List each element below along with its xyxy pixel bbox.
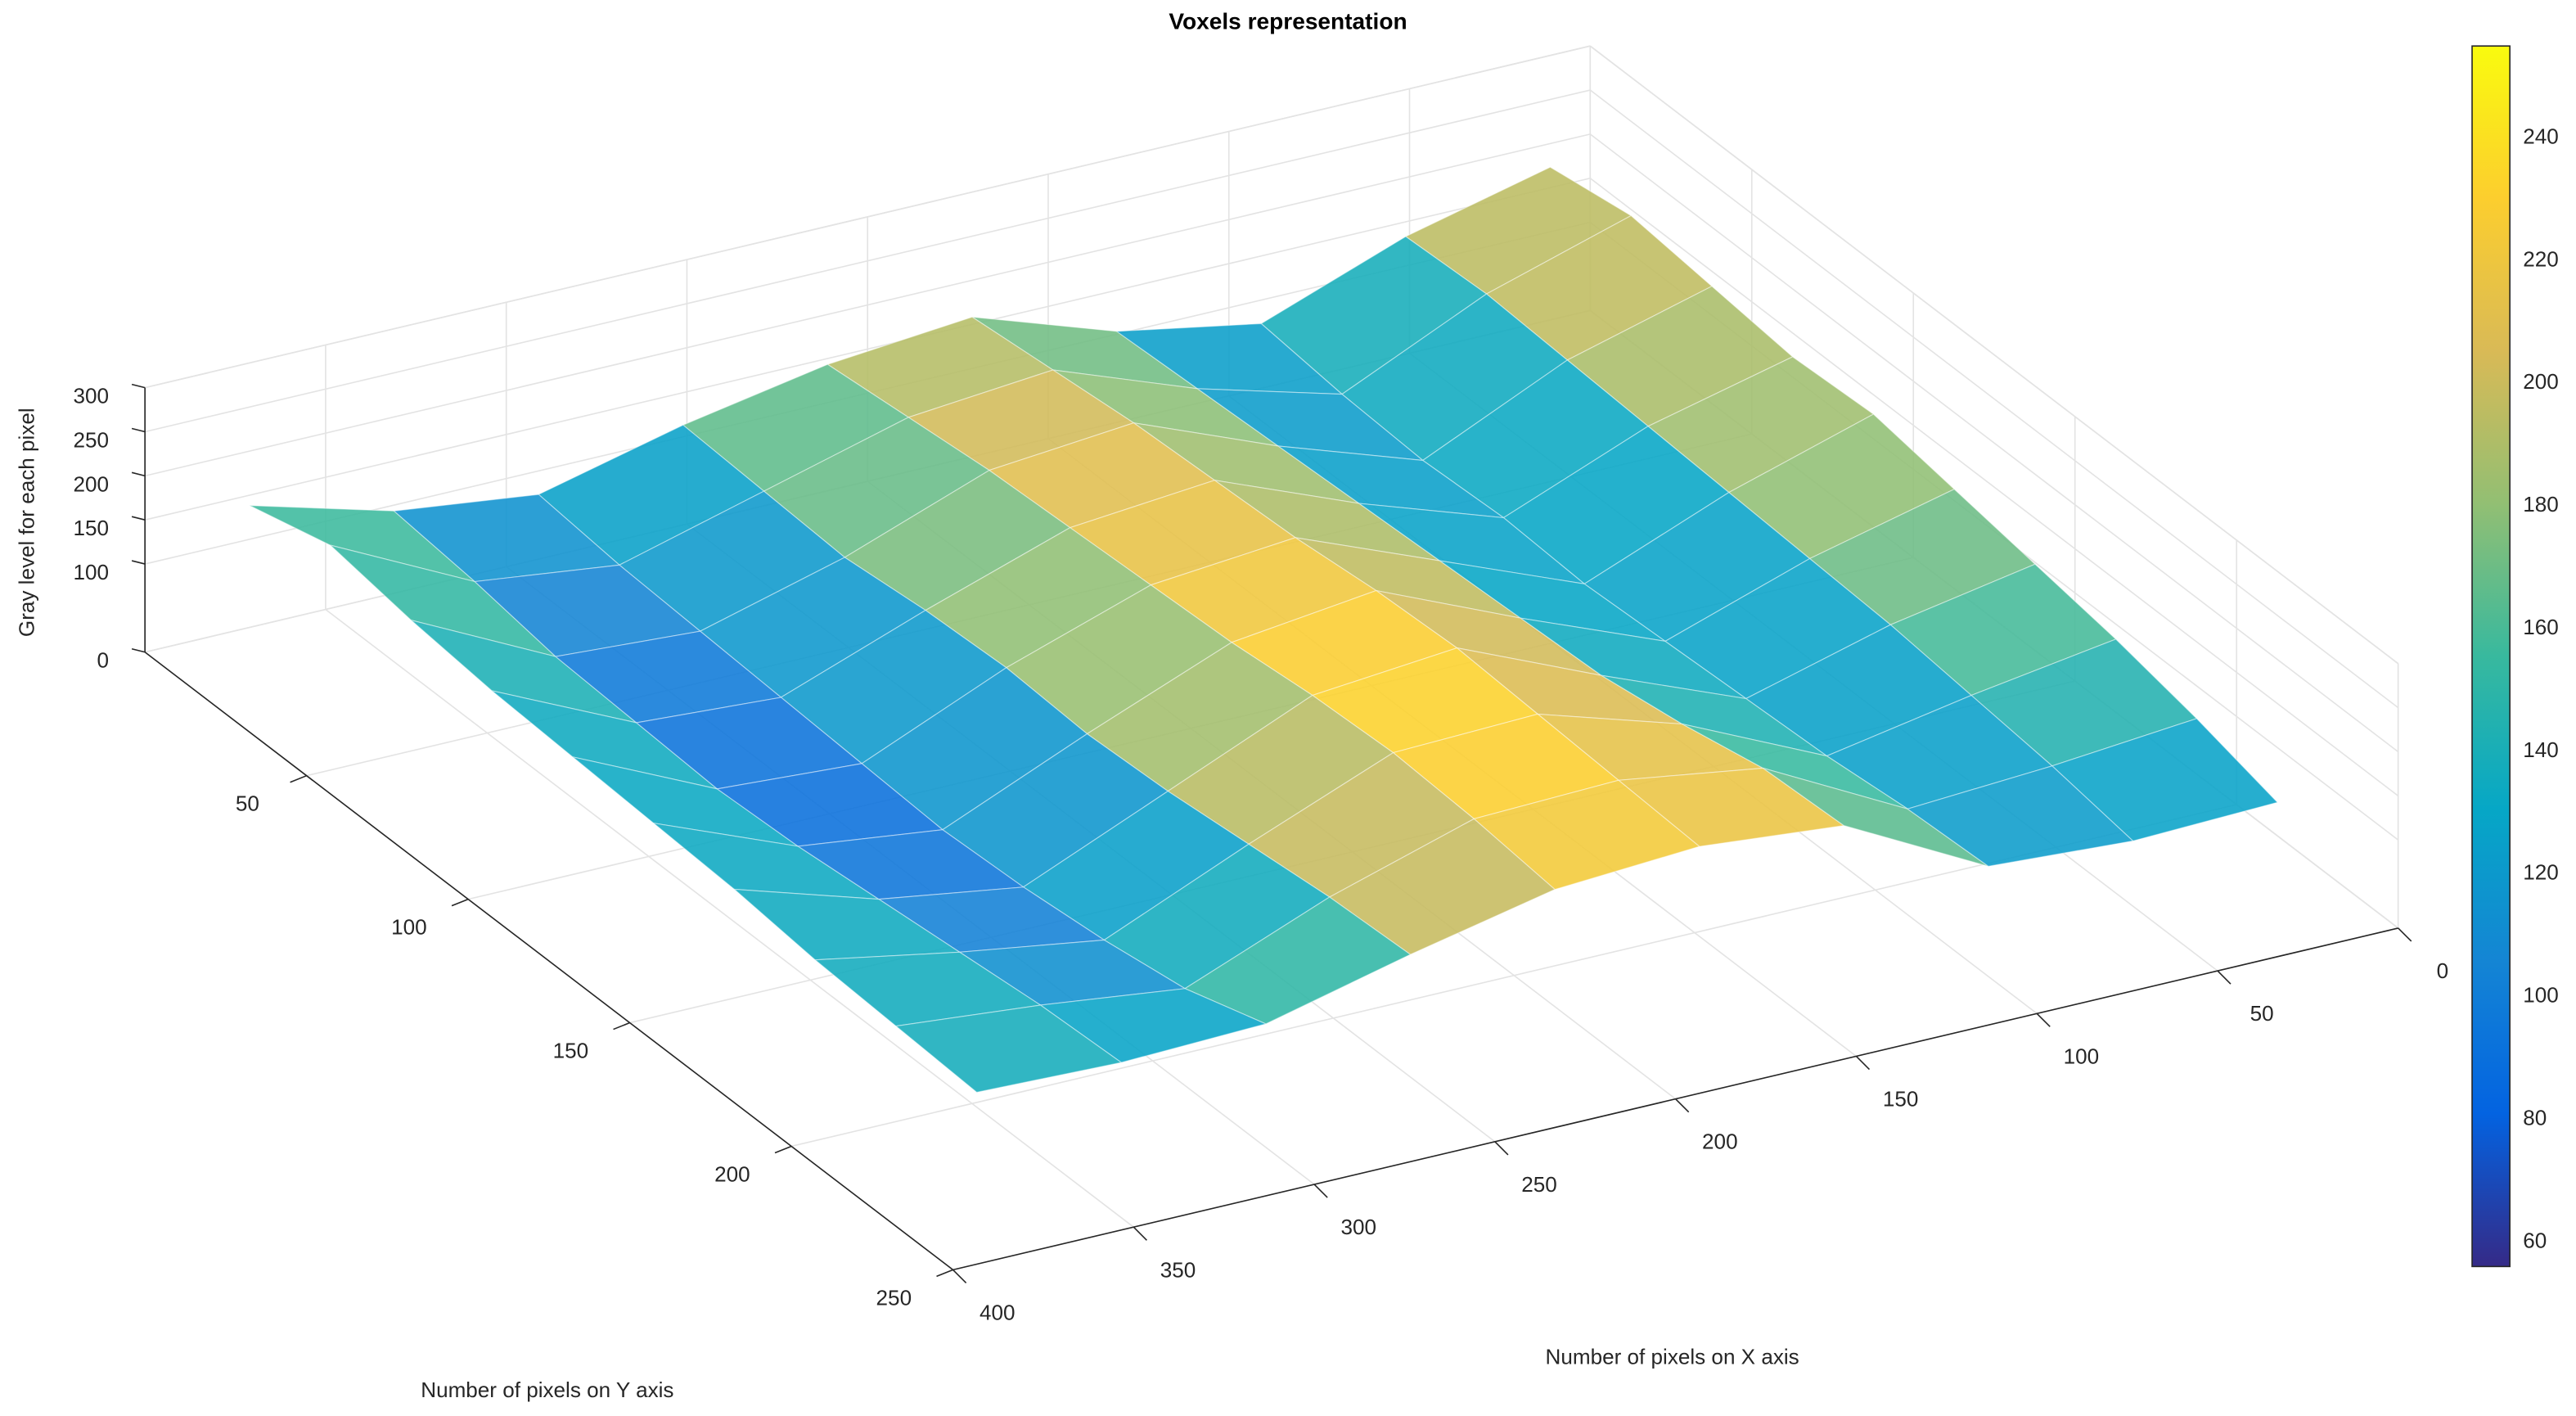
y-tick-label: 150 xyxy=(553,1039,589,1063)
chart-title: Voxels representation xyxy=(1169,9,1407,34)
x-tick xyxy=(1133,1226,1147,1241)
z-tick-label: 250 xyxy=(73,427,109,452)
colorbar-tick-label: 100 xyxy=(2523,983,2559,1008)
x-tick xyxy=(1494,1141,1509,1156)
y-axis-label: Number of pixels on Y axis xyxy=(421,1378,673,1402)
z-tick xyxy=(131,383,146,389)
grid-line xyxy=(1589,178,2399,797)
colorbar-tick-label: 140 xyxy=(2523,737,2559,762)
mesh-cell xyxy=(1906,765,2134,868)
x-tick-label: 400 xyxy=(980,1300,1016,1324)
x-tick-label: 50 xyxy=(2250,1001,2274,1026)
x-axis-label: Number of pixels on X axis xyxy=(1546,1345,1799,1369)
y-tick xyxy=(290,774,307,783)
colorbar-tick-label: 80 xyxy=(2523,1105,2547,1130)
x-tick-label: 300 xyxy=(1341,1215,1377,1239)
colorbar-tick-label: 160 xyxy=(2523,615,2559,639)
x-tick xyxy=(1675,1098,1690,1113)
colorbar-tick-label: 120 xyxy=(2523,860,2559,885)
colorbar-tick-label: 240 xyxy=(2523,124,2559,148)
x-tick-label: 250 xyxy=(1521,1172,1557,1197)
z-tick xyxy=(131,516,146,521)
x-tick-label: 100 xyxy=(2064,1044,2100,1068)
y-tick-label: 50 xyxy=(236,791,259,816)
x-tick xyxy=(2398,927,2412,942)
x-tick xyxy=(1313,1184,1328,1198)
z-tick-label: 100 xyxy=(73,560,109,584)
z-tick xyxy=(131,471,146,477)
y-tick-label: 200 xyxy=(714,1161,750,1186)
grid-line xyxy=(144,89,1591,433)
x-tick-label: 200 xyxy=(1702,1130,1738,1154)
y-tick xyxy=(613,1021,630,1030)
x-tick xyxy=(952,1269,967,1284)
z-tick xyxy=(131,427,146,433)
x-tick-label: 150 xyxy=(1883,1087,1919,1112)
surface xyxy=(249,166,2279,1094)
colorbar-tick-label: 200 xyxy=(2523,369,2559,394)
grid-line xyxy=(325,608,1134,1228)
mesh-cell xyxy=(1763,767,1989,867)
x-tick xyxy=(1855,1055,1871,1071)
colorbar-tick-label: 180 xyxy=(2523,492,2559,516)
y-axis xyxy=(144,652,954,1271)
grid-line xyxy=(1589,133,2399,753)
grid-line xyxy=(144,45,1591,389)
x-tick-label: 0 xyxy=(2437,958,2449,983)
z-tick xyxy=(131,647,146,653)
x-tick xyxy=(2217,970,2231,985)
y-tick-label: 100 xyxy=(391,915,427,940)
z-tick-label: 0 xyxy=(97,648,109,673)
z-axis-label: Gray level for each pixel xyxy=(15,408,39,637)
y-tick xyxy=(936,1269,953,1278)
colorbar-tick-label: 60 xyxy=(2523,1228,2547,1252)
z-tick-label: 200 xyxy=(73,471,109,496)
mesh-cell xyxy=(894,1004,1123,1094)
labels: 0 50 100 150 200 250 300 350 400 50 100 150 200 250 0 1… xyxy=(73,124,2558,1324)
z-tick-label: 150 xyxy=(73,516,109,540)
grid-line xyxy=(1589,45,2399,665)
y-tick xyxy=(451,898,469,907)
colorbar xyxy=(2471,45,2511,1268)
x-tick xyxy=(2036,1012,2051,1027)
z-tick-label: 300 xyxy=(73,384,109,408)
grid-line xyxy=(144,177,1591,521)
colorbar-tick-label: 220 xyxy=(2523,246,2559,271)
z-tick xyxy=(131,560,146,565)
y-tick xyxy=(774,1145,792,1154)
x-tick-label: 350 xyxy=(1160,1257,1196,1282)
grid-line xyxy=(1589,89,2399,709)
y-tick-label: 250 xyxy=(876,1285,912,1310)
grid-line xyxy=(144,133,1591,477)
